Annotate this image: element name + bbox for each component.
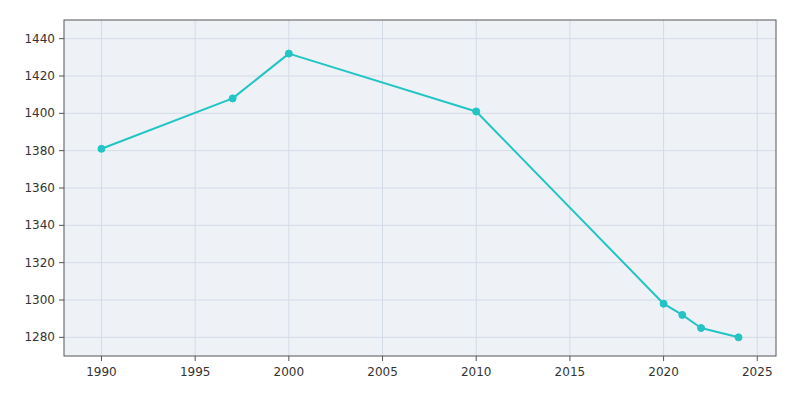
plot-background <box>64 20 776 356</box>
y-grid-line <box>64 337 776 338</box>
y-grid-line <box>64 150 776 151</box>
x-tick <box>195 356 196 361</box>
y-tick <box>59 337 64 338</box>
plot-frame <box>64 20 776 356</box>
x-tick-label: 2025 <box>742 365 773 379</box>
grid <box>64 20 776 356</box>
point <box>660 300 667 307</box>
y-grid-line <box>64 188 776 189</box>
y-tick-label: 1440 <box>24 32 55 46</box>
y-tick <box>59 300 64 301</box>
x-tick <box>757 356 758 361</box>
point <box>98 145 105 152</box>
point <box>698 325 705 332</box>
y-tick-label: 1400 <box>24 106 55 120</box>
y-tick-label: 1340 <box>24 218 55 232</box>
y-tick <box>59 188 64 189</box>
x-tick <box>382 356 383 361</box>
y-grid-line <box>64 300 776 301</box>
y-grid-line <box>64 262 776 263</box>
axes: 1990 1995 2000 2005 2010 2015 2020 2025 1280 1300… <box>24 20 776 379</box>
x-tick-label: 2020 <box>648 365 679 379</box>
x-tick <box>288 356 289 361</box>
x-tick-label: 2005 <box>367 365 398 379</box>
y-tick <box>59 225 64 226</box>
point <box>285 50 292 57</box>
x-tick <box>476 356 477 361</box>
y-tick-label: 1320 <box>24 256 55 270</box>
y-tick <box>59 76 64 77</box>
x-tick <box>663 356 664 361</box>
y-grid-line <box>64 113 776 114</box>
y-tick <box>59 38 64 39</box>
line <box>101 54 738 338</box>
x-tick-label: 2010 <box>461 365 492 379</box>
x-tick-label: 2000 <box>274 365 305 379</box>
y-tick <box>59 150 64 151</box>
x-tick <box>101 356 102 361</box>
point <box>473 108 480 115</box>
point <box>679 311 686 318</box>
y-tick-label: 1300 <box>24 293 55 307</box>
y-grid-line <box>64 225 776 226</box>
point <box>229 95 236 102</box>
y-tick-label: 1380 <box>24 144 55 158</box>
y-tick-label: 1280 <box>24 330 55 344</box>
y-tick <box>59 113 64 114</box>
point <box>735 334 742 341</box>
x-tick <box>569 356 570 361</box>
y-tick-label: 1360 <box>24 181 55 195</box>
x-tick-label: 1990 <box>86 365 117 379</box>
x-tick-label: 1995 <box>180 365 211 379</box>
y-tick-label: 1420 <box>24 69 55 83</box>
y-grid-line <box>64 76 776 77</box>
chart-container: 1990 1995 2000 2005 2010 2015 2020 2025 1280 1300… <box>0 0 800 400</box>
data-layer <box>98 50 742 341</box>
y-tick <box>59 262 64 263</box>
y-grid-line <box>64 38 776 39</box>
chart-svg: 1990 1995 2000 2005 2010 2015 2020 2025 1280 1300… <box>0 0 800 400</box>
x-tick-label: 2015 <box>555 365 586 379</box>
